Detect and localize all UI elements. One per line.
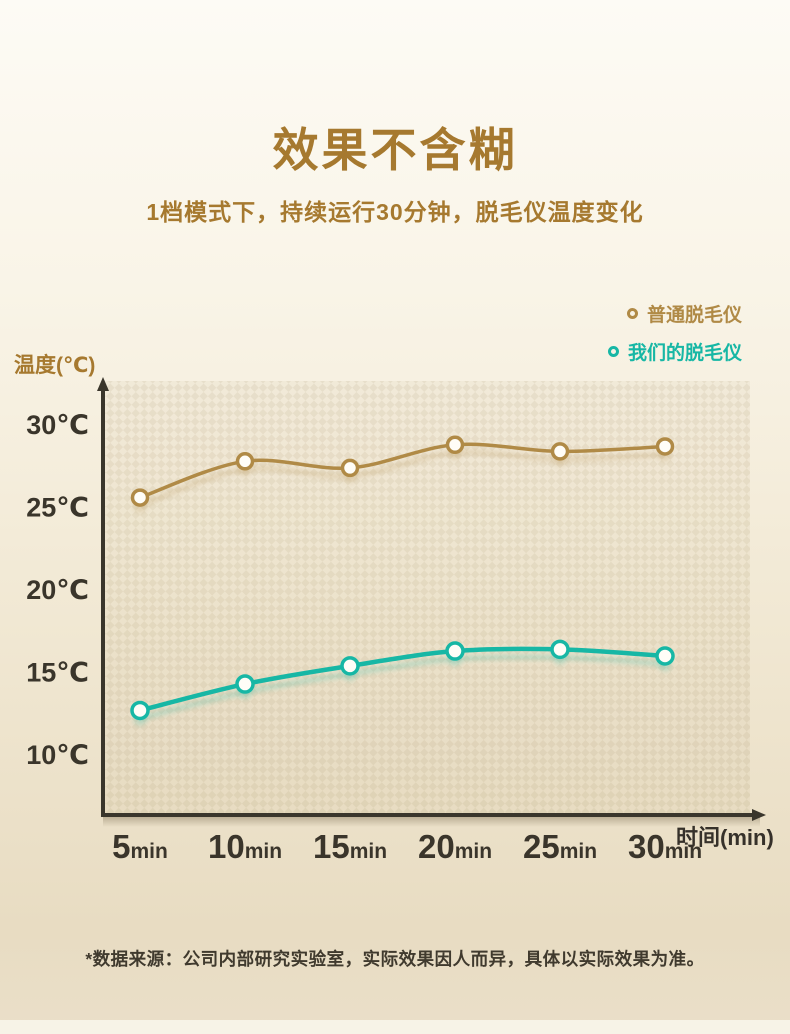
x-tick-label: 20min: [418, 828, 492, 865]
y-tick-label: 15℃: [26, 658, 89, 688]
y-tick-label: 30℃: [26, 410, 89, 440]
data-point: [235, 674, 255, 694]
data-point: [550, 639, 570, 660]
line-chart: 30℃ 25℃ 20℃ 15℃ 10℃ 5min 10min 15min 20min 25min 3…: [26, 377, 766, 865]
data-point: [550, 442, 570, 461]
y-tick-label: 25℃: [26, 493, 89, 523]
data-point: [340, 656, 360, 676]
y-tick-label: 20℃: [26, 575, 89, 605]
x-tick-label: 30min: [628, 828, 702, 865]
data-point: [445, 641, 465, 661]
series-line: [137, 646, 668, 713]
x-axis-title: 时间(min): [676, 825, 774, 850]
legend-marker-icon: [626, 308, 638, 319]
legend-label: 我们的脱毛仪: [627, 343, 742, 364]
data-point: [235, 452, 255, 471]
data-point: [340, 458, 360, 478]
y-axis-title: 温度(℃): [14, 354, 96, 377]
x-tick-label: 5min: [112, 828, 168, 865]
data-point: [655, 437, 675, 456]
legend-marker-icon: [607, 346, 619, 357]
data-point: [130, 700, 150, 721]
x-tick-label: 25min: [523, 828, 597, 865]
y-tick-label: 10℃: [26, 740, 89, 770]
data-point: [130, 488, 150, 507]
series-line: [138, 442, 667, 500]
page-subtitle: 1档模式下，持续运行30分钟，脱毛仪温度变化: [146, 199, 644, 225]
legend-item-ordinary-device: 普通脱毛仪: [626, 300, 742, 327]
page-title: 效果不含糊: [272, 124, 518, 176]
legend-item-our-device: 我们的脱毛仪: [607, 338, 742, 365]
chart-legend: 普通脱毛仪 我们的脱毛仪: [607, 300, 742, 365]
x-axis-arrow-icon: [752, 809, 766, 821]
legend-label: 普通脱毛仪: [646, 305, 742, 326]
data-point: [655, 646, 675, 666]
footnote: *数据来源：公司内部研究实验室，实际效果因人而异，具体以实际效果为准。: [85, 949, 705, 969]
x-axis-shadow: [103, 817, 760, 827]
data-point: [445, 435, 465, 455]
y-axis-arrow-icon: [97, 377, 109, 391]
x-tick-label: 15min: [313, 828, 387, 865]
x-tick-label: 10min: [208, 828, 282, 865]
bottom-strip: [0, 1020, 790, 1034]
